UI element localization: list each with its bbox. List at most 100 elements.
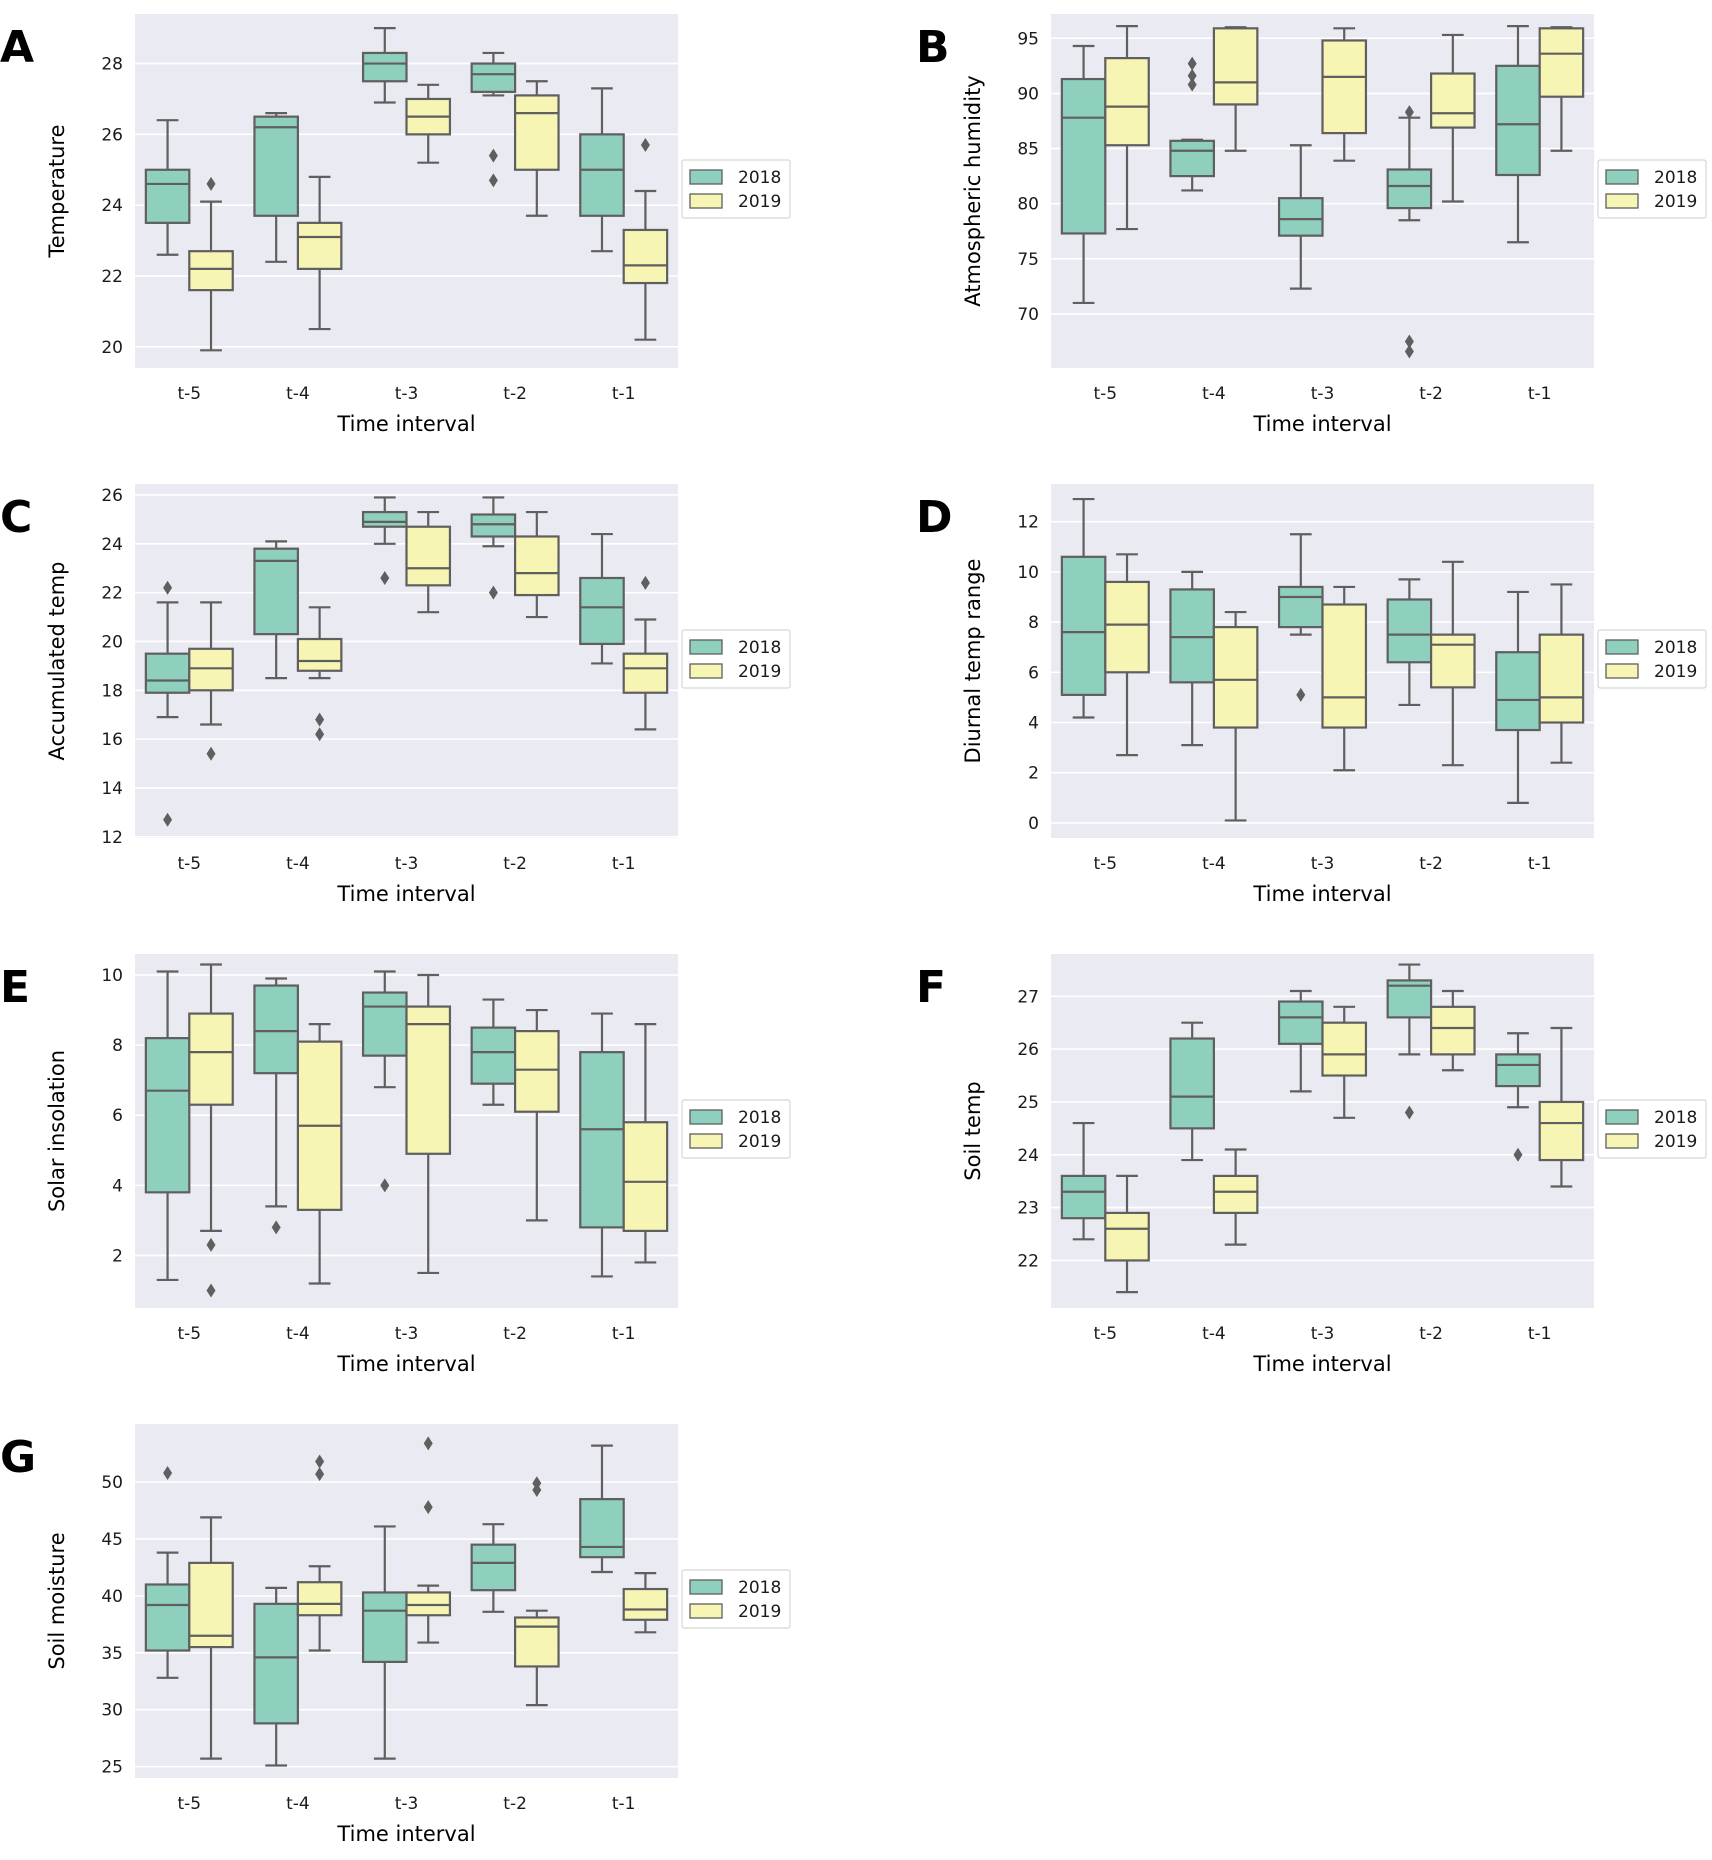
box-2019-t-5 bbox=[188, 1516, 234, 1760]
iqr-box bbox=[1321, 1021, 1368, 1077]
box-2018-t-2 bbox=[1386, 578, 1433, 707]
box-2019-t-4 bbox=[1212, 1148, 1259, 1246]
iqr-box bbox=[1429, 72, 1476, 129]
x-tick-label: t-5 bbox=[177, 1794, 201, 1814]
iqr-box bbox=[1429, 633, 1476, 689]
x-tick-label: t-4 bbox=[286, 1794, 310, 1814]
x-tick-label: t-2 bbox=[1419, 854, 1443, 874]
legend-swatch-2018 bbox=[689, 1109, 723, 1125]
box-2019-t-1 bbox=[1538, 26, 1585, 152]
x-tick-label: t-1 bbox=[1528, 1324, 1552, 1344]
legend-label: 2018 bbox=[738, 1108, 781, 1128]
box-2018-t-4 bbox=[1169, 56, 1216, 192]
box-2018-t-5 bbox=[144, 119, 191, 256]
y-tick-label: 25 bbox=[1017, 1093, 1039, 1113]
y-tick-label: 22 bbox=[101, 267, 123, 287]
box-2019-t-5 bbox=[188, 963, 234, 1298]
x-tick-label: t-4 bbox=[286, 384, 310, 404]
outlier-marker bbox=[271, 1220, 281, 1235]
iqr-box bbox=[1495, 651, 1541, 732]
outlier-marker bbox=[315, 1454, 325, 1469]
panel-letter: E bbox=[0, 962, 30, 1013]
outlier-marker bbox=[423, 1500, 433, 1515]
iqr-box bbox=[405, 1591, 452, 1617]
x-tick-label: t-2 bbox=[503, 1794, 527, 1814]
iqr-box bbox=[188, 250, 234, 292]
outlier-marker bbox=[532, 1483, 542, 1498]
y-tick-label: 23 bbox=[1017, 1199, 1039, 1219]
y-tick-label: 12 bbox=[1017, 513, 1039, 533]
panel-f-chart: F 22 23 24 25 26 27 t-5 t-4 t-3 t-2 t-1 Time interva… bbox=[916, 954, 1707, 1376]
iqr-box bbox=[470, 1543, 517, 1592]
box-2019-t-4 bbox=[1212, 610, 1259, 822]
box-2018-t-4 bbox=[253, 1586, 300, 1767]
legend-swatch-2018 bbox=[689, 169, 723, 185]
x-tick-label: t-4 bbox=[286, 1324, 310, 1344]
legend-label: 2019 bbox=[1654, 1132, 1697, 1152]
x-tick-label: t-3 bbox=[1311, 854, 1335, 874]
legend-swatch-2018 bbox=[1605, 169, 1639, 185]
outlier-marker bbox=[206, 746, 216, 761]
x-tick-label: t-1 bbox=[1528, 384, 1552, 404]
box-2018-t-5 bbox=[144, 1465, 191, 1679]
y-axis-label: Diurnal temp range bbox=[961, 559, 985, 764]
panel-a-chart: A 20 22 24 26 28 t-5 t-4 t-3 t-2 t-1 Time interval T… bbox=[0, 14, 791, 436]
outlier-marker bbox=[315, 1467, 325, 1482]
box-2018-t-1 bbox=[579, 1444, 625, 1574]
y-axis-label: Atmospheric humidity bbox=[961, 75, 985, 306]
y-tick-label: 24 bbox=[1017, 1146, 1039, 1166]
box-2019-t-2 bbox=[513, 1008, 560, 1222]
box-2019-t-2 bbox=[513, 510, 560, 619]
outlier-marker bbox=[163, 580, 173, 595]
iqr-box bbox=[1212, 1174, 1259, 1214]
panel-g-chart: G 25 30 35 40 45 50 t-5 t-4 t-3 t-2 t-1 Time interva… bbox=[0, 1424, 791, 1846]
x-axis-label: Time interval bbox=[1252, 412, 1391, 436]
outlier-marker bbox=[1404, 344, 1414, 359]
y-tick-label: 22 bbox=[1017, 1251, 1039, 1271]
x-axis-label: Time interval bbox=[336, 882, 475, 906]
box-2019-t-5 bbox=[1104, 1174, 1150, 1294]
panel-c-chart: C 12 14 16 18 20 22 24 26 t-5 t-4 t-3 t-2 t-1 Time int… bbox=[0, 484, 791, 906]
y-tick-label: 6 bbox=[112, 1106, 123, 1126]
iqr-box bbox=[1104, 580, 1150, 674]
legend-label: 2018 bbox=[1654, 1108, 1697, 1128]
legend-swatch-2018 bbox=[689, 1579, 723, 1595]
legend-swatch-2018 bbox=[1605, 1109, 1639, 1125]
iqr-box bbox=[579, 1498, 625, 1559]
outlier-marker bbox=[315, 712, 325, 727]
box-2018-t-1 bbox=[1495, 1032, 1541, 1162]
y-axis-label: Solar insolation bbox=[45, 1050, 69, 1212]
x-tick-label: t-5 bbox=[177, 1324, 201, 1344]
box-2018-t-3 bbox=[1277, 989, 1324, 1093]
legend-label: 2018 bbox=[738, 1578, 781, 1598]
iqr-box bbox=[144, 168, 191, 224]
box-2019-t-3 bbox=[405, 510, 452, 614]
panel-letter: B bbox=[916, 22, 950, 73]
legend: 2018 2019 bbox=[681, 159, 791, 219]
y-tick-label: 26 bbox=[101, 486, 123, 506]
legend-swatch-2019 bbox=[689, 663, 723, 679]
x-tick-label: t-4 bbox=[286, 854, 310, 874]
box-2018-t-3 bbox=[361, 496, 408, 585]
y-tick-label: 8 bbox=[1028, 613, 1039, 633]
box-2019-t-3 bbox=[1321, 585, 1368, 772]
iqr-box bbox=[361, 51, 408, 83]
y-tick-label: 25 bbox=[101, 1758, 123, 1778]
iqr-box bbox=[1538, 633, 1585, 724]
y-tick-label: 26 bbox=[1017, 1040, 1039, 1060]
box-2018-t-4 bbox=[253, 977, 300, 1235]
iqr-box bbox=[144, 1037, 191, 1194]
box-2018-t-4 bbox=[253, 540, 300, 680]
x-axis-label: Time interval bbox=[336, 412, 475, 436]
box-2018-t-5 bbox=[144, 970, 191, 1282]
y-tick-label: 10 bbox=[1017, 563, 1039, 583]
iqr-box bbox=[144, 652, 191, 694]
box-2018-t-3 bbox=[361, 27, 408, 104]
box-2018-t-5 bbox=[1060, 497, 1107, 719]
box-2019-t-1 bbox=[622, 137, 669, 341]
x-tick-label: t-1 bbox=[612, 1794, 636, 1814]
box-2018-t-1 bbox=[579, 1012, 625, 1278]
box-2018-t-2 bbox=[1386, 963, 1433, 1120]
outlier-marker bbox=[1187, 56, 1197, 71]
box-2019-t-4 bbox=[296, 1022, 343, 1285]
